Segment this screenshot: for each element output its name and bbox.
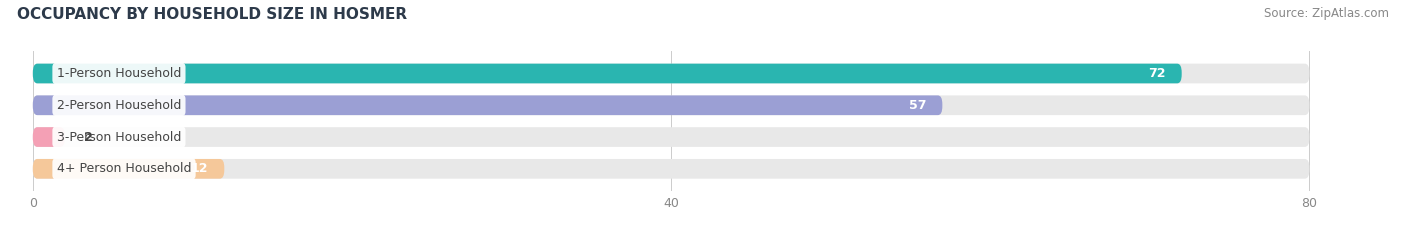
Text: 3-Person Household: 3-Person Household <box>56 130 181 144</box>
Text: 1-Person Household: 1-Person Household <box>56 67 181 80</box>
FancyBboxPatch shape <box>32 96 1309 115</box>
Text: 2-Person Household: 2-Person Household <box>56 99 181 112</box>
FancyBboxPatch shape <box>32 96 942 115</box>
FancyBboxPatch shape <box>32 64 1309 83</box>
Text: 12: 12 <box>191 162 208 175</box>
Text: OCCUPANCY BY HOUSEHOLD SIZE IN HOSMER: OCCUPANCY BY HOUSEHOLD SIZE IN HOSMER <box>17 7 406 22</box>
FancyBboxPatch shape <box>32 159 225 179</box>
FancyBboxPatch shape <box>32 127 65 147</box>
Text: 4+ Person Household: 4+ Person Household <box>56 162 191 175</box>
Text: 57: 57 <box>908 99 927 112</box>
FancyBboxPatch shape <box>32 127 1309 147</box>
FancyBboxPatch shape <box>32 64 1181 83</box>
Text: 2: 2 <box>84 130 93 144</box>
Text: Source: ZipAtlas.com: Source: ZipAtlas.com <box>1264 7 1389 20</box>
Text: 72: 72 <box>1149 67 1166 80</box>
FancyBboxPatch shape <box>32 159 1309 179</box>
